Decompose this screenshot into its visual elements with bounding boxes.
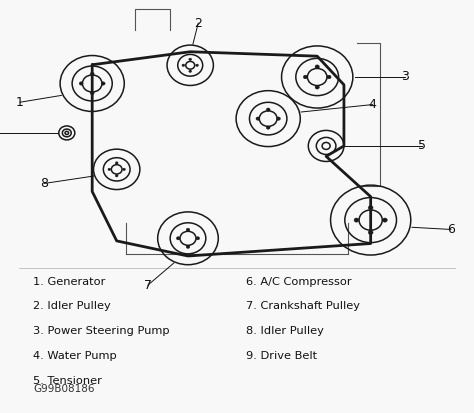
Text: 6: 6 [447,223,455,236]
Text: 2. Idler Pulley: 2. Idler Pulley [33,301,111,311]
Circle shape [354,218,359,222]
Circle shape [303,75,308,79]
Circle shape [315,65,319,69]
Circle shape [327,75,331,79]
Circle shape [383,218,387,222]
Circle shape [196,64,199,66]
Text: 7: 7 [144,279,152,292]
Text: 8: 8 [40,177,48,190]
Text: 3. Power Steering Pump: 3. Power Steering Pump [33,326,170,336]
Text: 1: 1 [16,96,24,109]
Text: 4. Water Pump: 4. Water Pump [33,351,117,361]
Circle shape [108,168,111,171]
Circle shape [176,237,180,240]
Circle shape [368,230,373,235]
Circle shape [189,58,191,61]
Text: 5. Tensioner: 5. Tensioner [33,376,102,386]
Text: 3: 3 [401,71,410,83]
Circle shape [186,228,190,231]
Circle shape [256,117,260,120]
Circle shape [115,175,118,177]
Circle shape [79,82,83,85]
Text: 2: 2 [194,17,202,30]
Circle shape [90,91,94,95]
Circle shape [186,245,190,249]
Text: G99B08186: G99B08186 [33,385,95,394]
Circle shape [101,82,105,85]
Text: 1. Generator: 1. Generator [33,277,106,287]
Circle shape [90,72,94,76]
Circle shape [315,85,319,89]
Text: 6. A/C Compressor: 6. A/C Compressor [246,277,352,287]
Circle shape [123,168,126,171]
Text: 7. Crankshaft Pulley: 7. Crankshaft Pulley [246,301,361,311]
Circle shape [182,64,185,66]
Circle shape [368,206,373,210]
Circle shape [266,126,270,129]
Text: 9. Drive Belt: 9. Drive Belt [246,351,318,361]
Circle shape [266,108,270,112]
Circle shape [115,162,118,164]
Circle shape [189,70,191,72]
Text: 5: 5 [419,140,426,152]
Text: 8. Idler Pulley: 8. Idler Pulley [246,326,324,336]
Circle shape [276,117,281,120]
Text: 4: 4 [368,98,376,111]
Circle shape [196,237,200,240]
